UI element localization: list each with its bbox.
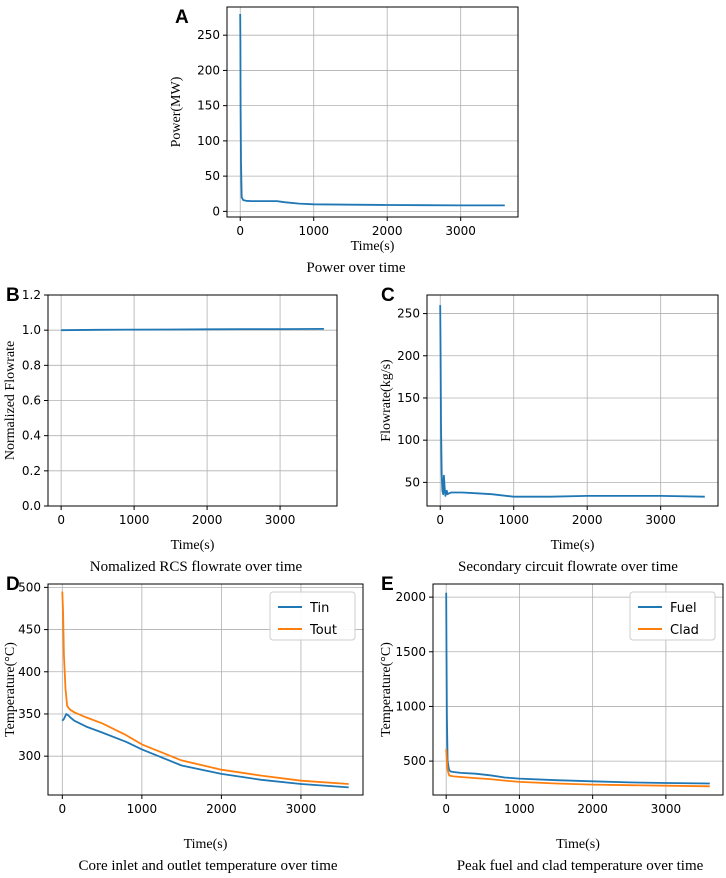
chart-caption: Core inlet and outlet temperature over t… [78, 858, 337, 874]
chart-caption: Secondary circuit flowrate over time [458, 559, 678, 575]
x-axis-title: Time(s) [184, 837, 228, 852]
y-tick-label: 400 [18, 665, 41, 679]
y-axis-title: Temperature(°C) [379, 642, 394, 737]
chart-caption: Nomalized RCS flowrate over time [90, 559, 303, 575]
legend-entry: Fuel [670, 601, 697, 616]
y-tick-label: 300 [18, 749, 41, 763]
x-tick-label: 2000 [572, 513, 603, 527]
y-axis-title: Temperature(°C) [3, 642, 18, 737]
y-tick-label: 500 [403, 754, 426, 768]
panel-label: D [6, 574, 20, 595]
x-tick-label: 3000 [265, 513, 296, 527]
series-line-flowrate [439, 305, 705, 498]
y-tick-label: 250 [397, 307, 420, 321]
panel-label: B [6, 285, 20, 306]
x-tick-label: 0 [436, 513, 444, 527]
y-axis-title: Normalized Flowrate [3, 341, 18, 460]
y-tick-label: 0.6 [22, 394, 41, 408]
x-tick-label: 0 [58, 802, 66, 816]
x-tick-label: 1000 [498, 513, 529, 527]
y-tick-label: 350 [18, 707, 41, 721]
x-axis-title: Time(s) [556, 837, 600, 852]
y-tick-label: 100 [197, 134, 220, 148]
legend: Fuel Clad [629, 591, 716, 641]
y-tick-label: 1.0 [22, 323, 41, 337]
y-tick-label: 0 [212, 204, 220, 218]
y-tick-label: 100 [397, 433, 420, 447]
y-axis-title: Flowrate(kg/s) [379, 359, 394, 442]
x-tick-label: 3000 [286, 802, 317, 816]
x-tick-label: 0 [236, 224, 244, 238]
plot-frame [47, 583, 364, 796]
x-tick-label: 2000 [577, 802, 608, 816]
chart-b: 0 1000 2000 3000 0.0 0.2 0.4 0.6 0.8 1.0 1.2 Time(s… [3, 285, 338, 575]
y-tick-label: 1500 [395, 645, 426, 659]
chart-caption: Peak fuel and clad temperature over time [457, 858, 704, 874]
plot-frame [426, 294, 719, 507]
x-tick-label: 1000 [504, 802, 535, 816]
y-tick-label: 1.2 [22, 288, 41, 302]
y-tick-label: 500 [18, 580, 41, 594]
series-line-fuel [445, 592, 710, 785]
y-tick-label: 0.0 [22, 499, 41, 513]
y-tick-label: 1000 [395, 699, 426, 713]
y-tick-label: 150 [397, 391, 420, 405]
y-tick-label: 0.8 [22, 358, 41, 372]
series-line-normalized-flowrate [61, 328, 324, 332]
panel-label: E [381, 574, 394, 595]
x-axis-title: Time(s) [551, 538, 595, 553]
y-tick-label: 450 [18, 623, 41, 637]
series-line-clad [445, 749, 710, 788]
chart-d: 0 1000 2000 3000 300 350 400 450 500 Time(s) Tempe… [3, 574, 364, 874]
x-tick-label: 3000 [445, 224, 476, 238]
x-tick-label: 3000 [645, 513, 676, 527]
panel-label: A [175, 7, 189, 28]
y-tick-label: 50 [405, 475, 420, 489]
series-line-tout [61, 591, 349, 785]
plot-frame [432, 583, 724, 796]
series-line-tin [61, 713, 349, 789]
x-tick-label: 1000 [119, 513, 150, 527]
chart-a: 0 1000 2000 3000 0 50 100 150 200 250 Time(s) Power… [169, 6, 519, 276]
y-tick-label: 2000 [395, 590, 426, 604]
chart-caption: Power over time [306, 260, 405, 276]
y-tick-label: 0.4 [22, 429, 41, 443]
x-tick-label: 0 [442, 802, 450, 816]
x-tick-label: 2000 [372, 224, 403, 238]
x-axis-title: Time(s) [351, 239, 395, 254]
y-tick-label: 50 [205, 169, 220, 183]
legend: Tin Tout [269, 591, 356, 641]
x-tick-label: 1000 [127, 802, 158, 816]
x-axis-title: Time(s) [171, 538, 215, 553]
plot-frame [226, 6, 519, 218]
y-tick-label: 250 [197, 28, 220, 42]
x-tick-label: 3000 [651, 802, 682, 816]
series-line-power [239, 13, 505, 207]
legend-entry: Tin [309, 601, 329, 616]
x-tick-label: 0 [57, 513, 65, 527]
panel-label: C [381, 285, 395, 306]
chart-e: 0 1000 2000 3000 500 1000 1500 2000 Time(s) Tempe… [379, 574, 724, 874]
y-tick-label: 0.2 [22, 464, 41, 478]
legend-entry: Clad [670, 623, 699, 638]
y-tick-label: 200 [197, 63, 220, 77]
x-tick-label: 2000 [192, 513, 223, 527]
chart-c: 0 1000 2000 3000 50 100 150 200 250 Time(s) Flowra… [379, 285, 719, 575]
y-tick-label: 200 [397, 349, 420, 363]
x-tick-label: 2000 [206, 802, 237, 816]
legend-entry: Tout [309, 623, 337, 638]
y-axis-title: Power(MW) [169, 76, 184, 147]
y-tick-label: 150 [197, 99, 220, 113]
x-tick-label: 1000 [298, 224, 329, 238]
